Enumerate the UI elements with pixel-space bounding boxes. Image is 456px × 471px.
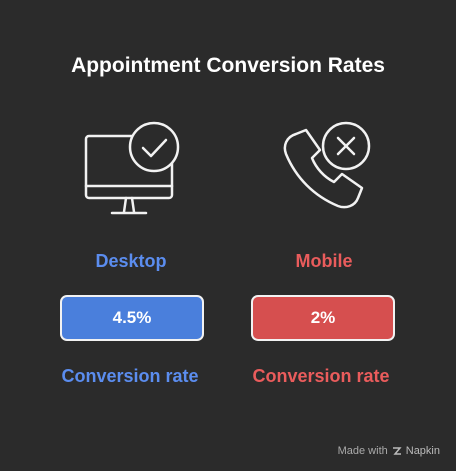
- footer-brand: Napkin: [405, 445, 440, 457]
- caption: Conversion rate: [61, 366, 199, 386]
- item-label: Desktop: [95, 251, 167, 271]
- desktop-icon: [84, 121, 180, 215]
- napkin-logo: [392, 447, 402, 455]
- title: Appointment Conversion Rates: [71, 54, 385, 77]
- item-label: Mobile: [295, 251, 353, 271]
- value-box: 4.5%: [60, 295, 204, 341]
- footer: Made with Napkin: [338, 445, 440, 457]
- phone-icon: [283, 121, 371, 209]
- footer-prefix: Made with: [337, 445, 388, 457]
- caption: Conversion rate: [252, 366, 390, 386]
- value-box: 2%: [251, 295, 395, 341]
